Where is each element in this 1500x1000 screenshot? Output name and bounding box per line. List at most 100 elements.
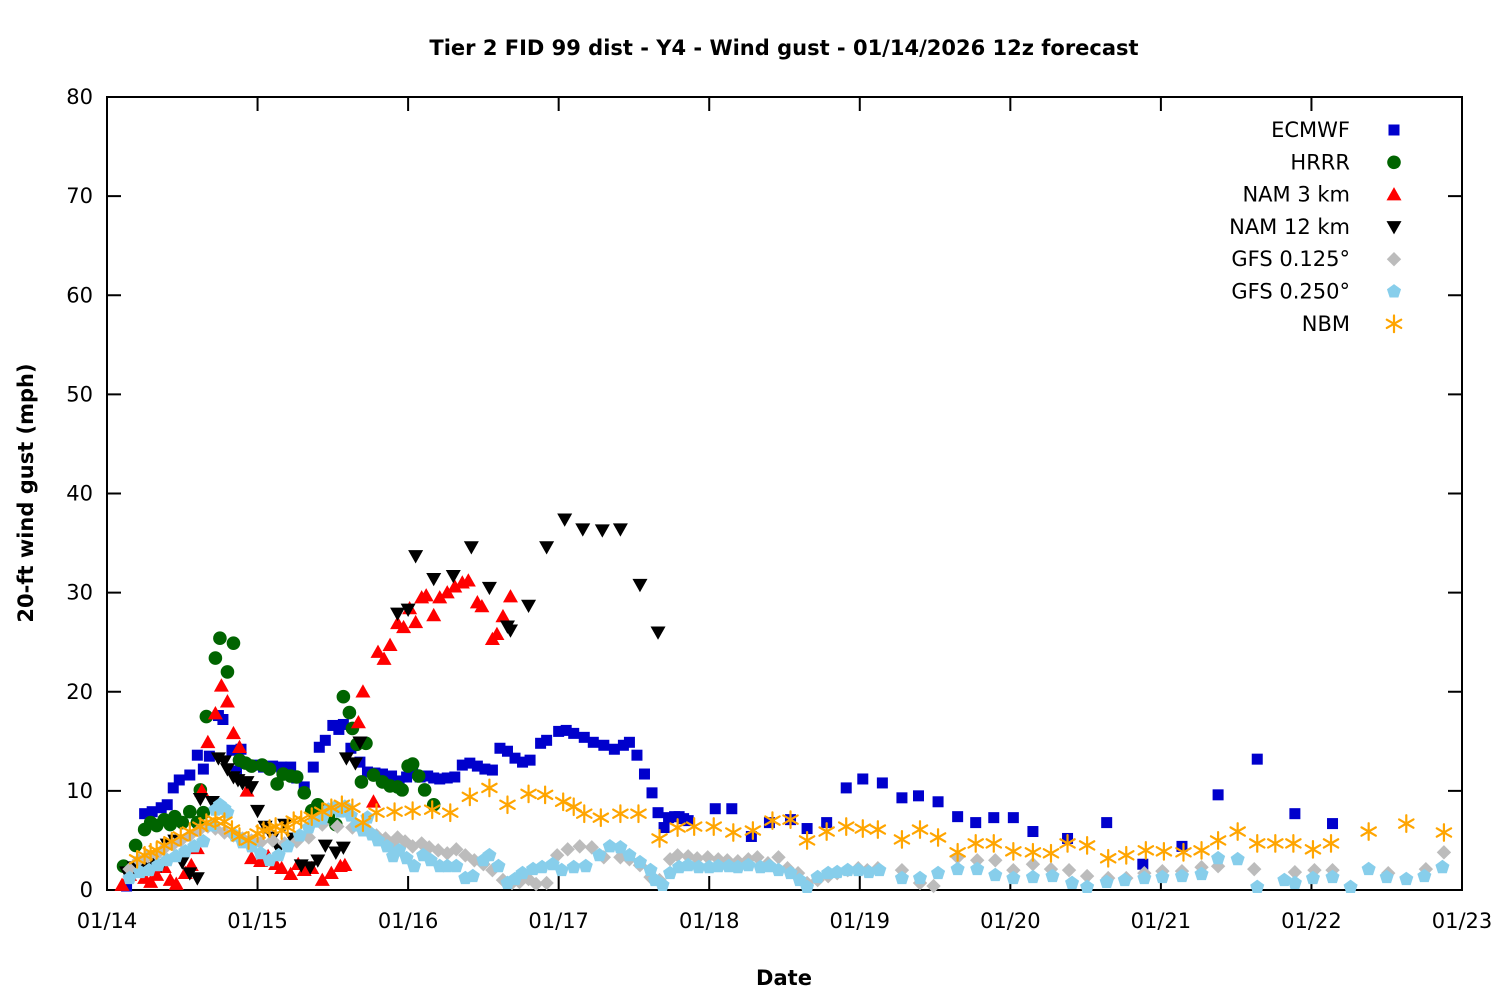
ecmwf-point bbox=[422, 770, 434, 782]
nam-12-km-point bbox=[502, 624, 518, 638]
nbm-point bbox=[1209, 831, 1227, 850]
nam-12-km-point bbox=[481, 581, 497, 596]
nbm-point bbox=[292, 810, 310, 830]
asterisk-arm bbox=[1099, 853, 1117, 864]
asterisk-arm bbox=[216, 816, 233, 827]
asterisk-arm bbox=[1137, 845, 1155, 856]
ecmwf-point bbox=[587, 736, 599, 748]
nbm-point bbox=[404, 801, 421, 821]
nam-3-km-point bbox=[426, 607, 442, 622]
ecmwf-point bbox=[319, 734, 331, 746]
asterisk-arm bbox=[1435, 827, 1453, 838]
gfs-0-125--point bbox=[1025, 857, 1041, 872]
ecmwf-point bbox=[988, 812, 1000, 824]
asterisk-arm bbox=[985, 838, 1003, 849]
gfs-0-125--point bbox=[1247, 861, 1262, 877]
ecmwf-point bbox=[801, 823, 813, 835]
ecmwf-point bbox=[230, 765, 242, 777]
gfs-0-250--point bbox=[1117, 872, 1132, 887]
nam-12-km-point bbox=[328, 846, 344, 860]
nbm-point bbox=[1304, 839, 1322, 859]
legend-item-hrrr: HRRR bbox=[1290, 150, 1401, 174]
nam-12-km-point bbox=[182, 867, 198, 881]
gfs-0-125--point bbox=[1436, 845, 1452, 860]
nam-3-km-point bbox=[283, 866, 299, 880]
nbm-point bbox=[368, 803, 385, 823]
gfs-0-125--point bbox=[613, 850, 628, 865]
gfs-0-125--point bbox=[1061, 862, 1077, 878]
gfs-0-250--point bbox=[783, 865, 798, 880]
nbm-point bbox=[854, 819, 872, 838]
legend-label: NAM 12 km bbox=[1229, 215, 1350, 239]
ecmwf-point bbox=[479, 763, 491, 775]
gfs-0-250--point bbox=[122, 870, 137, 885]
gfs-0-250--point bbox=[800, 879, 815, 894]
ecmwf-point bbox=[471, 760, 483, 772]
nam-12-km-point bbox=[338, 752, 354, 766]
gfs-0-250--point bbox=[1025, 869, 1040, 884]
nam-3-km-point bbox=[418, 588, 434, 602]
nbm-point bbox=[423, 800, 441, 820]
asterisk-arm bbox=[949, 847, 966, 858]
ecmwf-point bbox=[191, 749, 203, 761]
asterisk-arm bbox=[818, 826, 835, 837]
ecmwf-point bbox=[173, 774, 185, 786]
asterisk-arm bbox=[1209, 835, 1227, 846]
hrrr-point bbox=[183, 804, 197, 819]
gfs-0-250--point bbox=[1361, 861, 1376, 876]
gfs-0-250--point bbox=[622, 847, 637, 862]
nbm-point bbox=[705, 817, 723, 836]
asterisk-arm bbox=[344, 802, 361, 813]
scatter-points bbox=[114, 513, 1453, 894]
asterisk-arm bbox=[1285, 838, 1302, 849]
asterisk-arm bbox=[651, 833, 668, 844]
nam-12-km-legend-marker-point bbox=[1386, 221, 1402, 235]
nam-3-km-point bbox=[225, 725, 241, 740]
ecmwf-point bbox=[337, 718, 349, 730]
nam-3-km-point bbox=[489, 626, 505, 641]
nam-12-km-point bbox=[400, 603, 416, 617]
legend-item-nam-3-km: NAM 3 km bbox=[1242, 183, 1402, 207]
asterisk-arm bbox=[1175, 847, 1192, 858]
gfs-0-250--point bbox=[535, 859, 550, 874]
hrrr-point bbox=[226, 636, 241, 650]
ecmwf-point bbox=[658, 822, 670, 834]
asterisk-arm bbox=[1078, 840, 1096, 851]
ecmwf-point bbox=[578, 731, 590, 743]
nam-12-km-point bbox=[612, 523, 628, 537]
nam-3-km-point bbox=[502, 589, 518, 603]
nbm-point bbox=[1229, 822, 1246, 841]
gfs-0-250--point bbox=[681, 857, 696, 872]
ecmwf-point bbox=[494, 742, 506, 754]
ecmwf-point bbox=[840, 782, 852, 794]
tick-layer: 01/14 01/15 01/16 01/17 01/18 01/19 01/20 01/21… bbox=[66, 85, 1492, 933]
asterisk-arm bbox=[1042, 848, 1060, 859]
asterisk-arm bbox=[764, 815, 781, 826]
gfs-0-250--point bbox=[1417, 868, 1432, 883]
gfs-0-250--point bbox=[950, 861, 965, 876]
hrrr-point bbox=[262, 762, 277, 776]
asterisk-arm bbox=[536, 789, 554, 801]
hrrr-point bbox=[208, 651, 223, 665]
gfs-0-250--point bbox=[1287, 875, 1302, 890]
x-axis-label: Date bbox=[756, 966, 812, 990]
nam-3-km-point bbox=[432, 590, 448, 604]
nbm-point bbox=[1099, 848, 1117, 868]
ecmwf-point bbox=[486, 764, 498, 776]
gfs-0-250--point bbox=[1174, 868, 1190, 883]
asterisk-arm bbox=[929, 832, 947, 843]
gfs-0-125--point bbox=[670, 848, 685, 863]
x-tick-label: 01/18 bbox=[679, 909, 740, 933]
nbm-point bbox=[441, 803, 459, 823]
nam-3-km-point bbox=[314, 872, 330, 886]
nam-3-km-point bbox=[355, 684, 371, 698]
nam-3-km-point bbox=[200, 734, 216, 749]
gfs-0-250--point bbox=[292, 828, 307, 842]
nam-3-km-point bbox=[244, 850, 260, 865]
gfs-0-250--point bbox=[632, 854, 648, 869]
nam-3-km-point bbox=[365, 794, 381, 808]
nam-12-km-point bbox=[347, 757, 363, 771]
gfs-0-250--point bbox=[407, 858, 422, 873]
x-tick-label: 01/21 bbox=[1131, 909, 1192, 933]
gfs-0-125--point bbox=[988, 853, 1003, 868]
